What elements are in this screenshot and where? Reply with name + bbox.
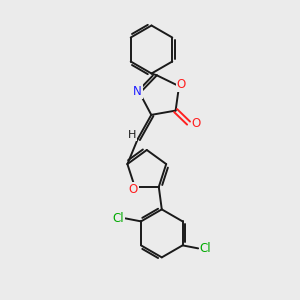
Text: Cl: Cl (200, 242, 211, 255)
Text: O: O (191, 117, 201, 130)
Text: Cl: Cl (112, 212, 124, 225)
Text: H: H (128, 130, 136, 140)
Text: N: N (133, 85, 142, 98)
Text: O: O (129, 183, 138, 196)
Text: O: O (177, 78, 186, 91)
